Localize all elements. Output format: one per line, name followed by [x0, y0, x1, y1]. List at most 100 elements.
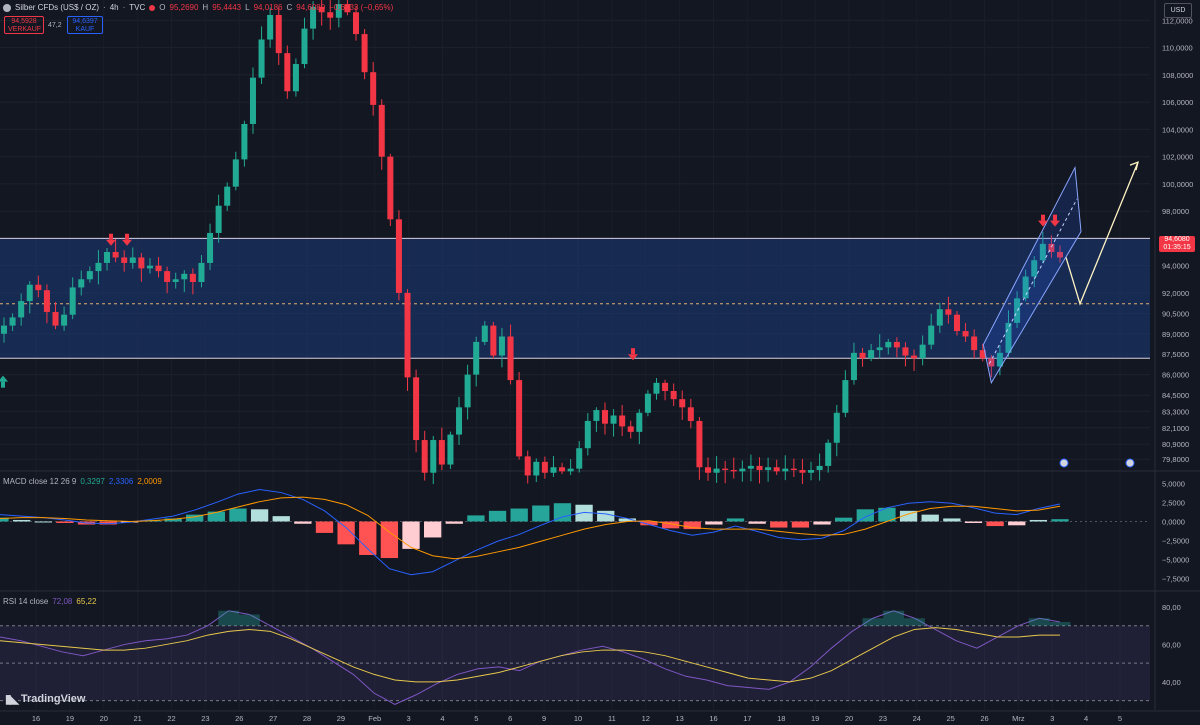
candle-up: [876, 347, 883, 351]
low-label: L: [245, 3, 250, 12]
candle-up: [430, 440, 437, 473]
macd-histogram-bar: [878, 507, 896, 522]
candle-up: [95, 262, 102, 272]
macd-histogram-bar: [921, 514, 939, 522]
buy-arrow-stem: [1, 381, 5, 388]
time-tick-label: 24: [913, 714, 921, 723]
time-tick-label: 3: [1050, 714, 1054, 723]
candle-up: [747, 465, 754, 469]
macd-histogram-bar: [12, 519, 31, 522]
macd-histogram-bar: [34, 521, 52, 523]
time-tick-label: 4: [440, 714, 444, 723]
candle-up: [576, 448, 583, 469]
candle-down: [387, 156, 394, 220]
candle-up: [782, 468, 789, 472]
open-label: O: [159, 3, 166, 12]
candle-down: [507, 336, 514, 381]
buy-price: 94,6397: [72, 18, 98, 25]
rsi-tick-label: 80,00: [1162, 603, 1181, 612]
candle-down: [43, 290, 50, 312]
price-axis[interactable]: 112,0000 110,0000 108,0000 106,0000 104,0000…: [1162, 16, 1193, 686]
candle-down: [1056, 252, 1064, 258]
candle-up: [1014, 298, 1021, 323]
candle-up: [1039, 243, 1046, 261]
price-tick-label: 82,1000: [1162, 424, 1189, 433]
macd-histogram-bar: [943, 518, 961, 522]
price-tick-label: 94,0000: [1162, 262, 1189, 271]
candle-up: [928, 325, 935, 345]
time-tick-label: Mrz: [1012, 714, 1025, 723]
macd-tick-label: −2,5000: [1162, 537, 1189, 546]
macd-histogram-bar: [186, 514, 204, 522]
sell-button[interactable]: 94,5928 VERKAUF: [4, 16, 44, 34]
candle-down: [516, 380, 523, 457]
time-tick-label: Feb: [368, 714, 381, 723]
sell-arrow-stem: [631, 348, 635, 355]
data-source: TVC: [129, 3, 146, 12]
candle-up: [713, 468, 720, 473]
candle-down: [112, 252, 119, 258]
macd-histogram-bar: [770, 521, 788, 528]
candle-up: [936, 309, 943, 326]
currency-selector[interactable]: USD: [1164, 3, 1192, 18]
buy-button[interactable]: 94,6397 KAUF: [67, 16, 103, 34]
macd-signal-value: 2,0009: [137, 477, 162, 486]
projection-arrowhead: [1129, 161, 1139, 171]
time-tick-label: 5: [474, 714, 478, 723]
time-tick-label: 3: [407, 714, 411, 723]
macd-legend[interactable]: MACD close 12 26 9 0,3297 2,3306 2,0009: [3, 477, 162, 486]
candle-up: [610, 415, 617, 424]
sell-price: 94,5928: [11, 18, 37, 25]
macd-histogram-bar: [1008, 521, 1026, 526]
macd-histogram-bar: [359, 521, 377, 555]
candle-up: [335, 4, 342, 18]
tradingview-logo[interactable]: ▮◣ TradingView: [5, 692, 85, 706]
time-tick-label: 20: [845, 714, 853, 723]
macd-histogram-bar: [532, 505, 550, 522]
time-tick-label: 16: [709, 714, 717, 723]
macd-histogram-bar: [99, 521, 117, 525]
macd-label: MACD close 12 26 9: [3, 477, 77, 486]
macd-histogram-bar: [315, 521, 334, 533]
candle-up: [267, 14, 274, 40]
rsi-overbought-fill: [1028, 618, 1050, 626]
interval[interactable]: 4h: [109, 3, 119, 12]
candle-up: [653, 382, 660, 394]
candle-up: [850, 352, 857, 381]
zone-upper-range: [0, 238, 1150, 304]
candle-up: [258, 39, 265, 78]
macd-histogram-bar: [640, 521, 658, 526]
candle-down: [378, 104, 385, 157]
macd-histogram-bar: [56, 521, 74, 524]
rsi-legend[interactable]: RSI 14 close 72,08 65,22: [3, 597, 96, 606]
candle-down: [670, 390, 677, 400]
macd-histogram-bar: [250, 509, 269, 522]
candle-up: [533, 461, 540, 476]
macd-histogram-bar: [575, 504, 593, 522]
candle-up: [498, 336, 505, 356]
rsi-ma-value: 65,22: [76, 597, 97, 606]
price-tick-label: 80,9000: [1162, 440, 1189, 449]
candle-up: [464, 374, 471, 408]
macd-histogram-bar: [618, 518, 636, 522]
candle-up: [241, 123, 248, 160]
last-price: 94,6080: [1164, 236, 1190, 243]
candle-up: [447, 434, 454, 465]
macd-histogram-bar: [337, 521, 355, 545]
candle-down: [421, 440, 428, 473]
price-tick-label: 79,8000: [1162, 455, 1189, 464]
symbol-icon: [3, 3, 11, 12]
time-axis[interactable]: 16 19 20 21 22 23 26 27 28 29 Feb 3 4 5 6 9 10 11 12 13 16 17…: [32, 714, 1122, 723]
macd-histogram-bar: [510, 508, 528, 522]
symbol-legend[interactable]: Silber CFDs (US$ / OZ) · 4h · TVC O 95,26…: [3, 3, 393, 12]
candle-down: [979, 350, 986, 359]
candle-up: [207, 232, 214, 263]
macd-histogram-bar: [705, 521, 723, 525]
macd-histogram-bar: [726, 518, 745, 522]
projection-path: [1065, 161, 1139, 306]
macd-histogram-bar: [207, 511, 225, 522]
market-status-icon: [149, 4, 156, 11]
candle-up: [172, 279, 179, 282]
candle-up: [198, 262, 205, 282]
